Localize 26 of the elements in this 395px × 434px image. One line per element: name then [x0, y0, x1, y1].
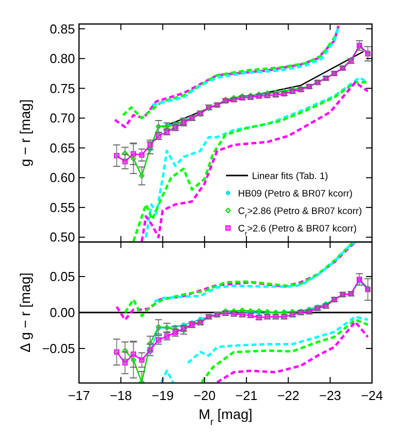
x-tick-label: −24 — [360, 388, 384, 403]
y-tick-label: 0.75 — [50, 80, 75, 96]
y-tick-label: 0.85 — [50, 21, 75, 36]
legend-label: C$_{r}$>2.6 (Petro & BR07 kcorr) — [238, 224, 357, 237]
x-tick-label: −17 — [68, 388, 90, 403]
y-tick-label: 0.80 — [50, 51, 75, 66]
y-tick-label: 0.05 — [50, 269, 75, 284]
x-tick-label: −23 — [319, 388, 342, 403]
y-tick-label: −0.05 — [42, 340, 75, 356]
x-axis-title: M$_{r}$ [mag] — [198, 406, 252, 428]
x-tick-label: −18 — [110, 388, 132, 403]
y-axis-title: g − r [mag] — [17, 99, 33, 167]
x-tick-label: −21 — [235, 388, 258, 403]
legend-label: Linear fits (Tab. 1) — [252, 171, 328, 182]
x-tick-label: −20 — [194, 388, 216, 403]
y-tick-label: 0.65 — [50, 140, 75, 156]
legend-label: C$_{r}$>2.86 (Petro & BR07 kcorr) — [238, 206, 362, 220]
y-tick-label: 0.50 — [50, 230, 75, 245]
x-tick-label: −22 — [277, 388, 300, 403]
legend-label: HB09 (Petro & BR07 kcorr) — [238, 188, 353, 200]
x-tick-label: −19 — [152, 388, 174, 403]
y-tick-label: 0.00 — [50, 305, 75, 320]
y-axis-title: Δ g − r [mag] — [17, 272, 33, 352]
y-tick-label: 0.70 — [50, 110, 75, 126]
y-tick-label: 0.55 — [50, 200, 75, 215]
y-tick-label: 0.60 — [50, 170, 75, 186]
